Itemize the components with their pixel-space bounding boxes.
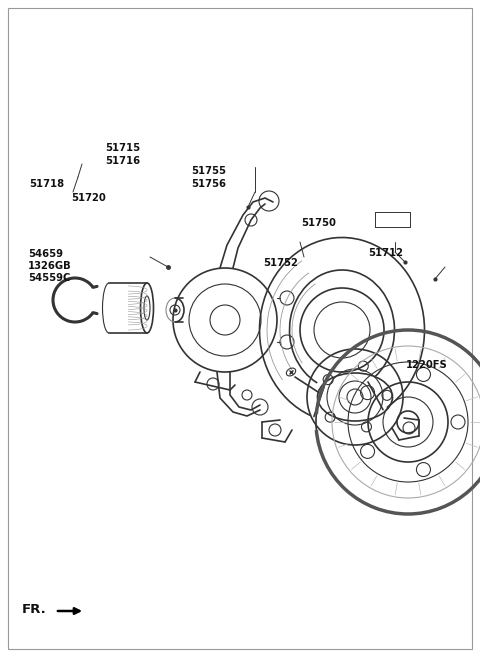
Text: 51720: 51720 bbox=[71, 193, 106, 204]
Text: 1220FS: 1220FS bbox=[406, 359, 447, 370]
Text: 51755
51756: 51755 51756 bbox=[192, 166, 226, 189]
Text: 54659
1326GB
54559C: 54659 1326GB 54559C bbox=[28, 249, 72, 283]
Text: 51712: 51712 bbox=[369, 248, 404, 258]
Text: 51715
51716: 51715 51716 bbox=[105, 143, 140, 166]
Text: 51750: 51750 bbox=[301, 218, 336, 229]
Text: 51752: 51752 bbox=[263, 258, 298, 268]
Text: 51718: 51718 bbox=[29, 179, 64, 189]
Text: FR.: FR. bbox=[22, 603, 47, 616]
